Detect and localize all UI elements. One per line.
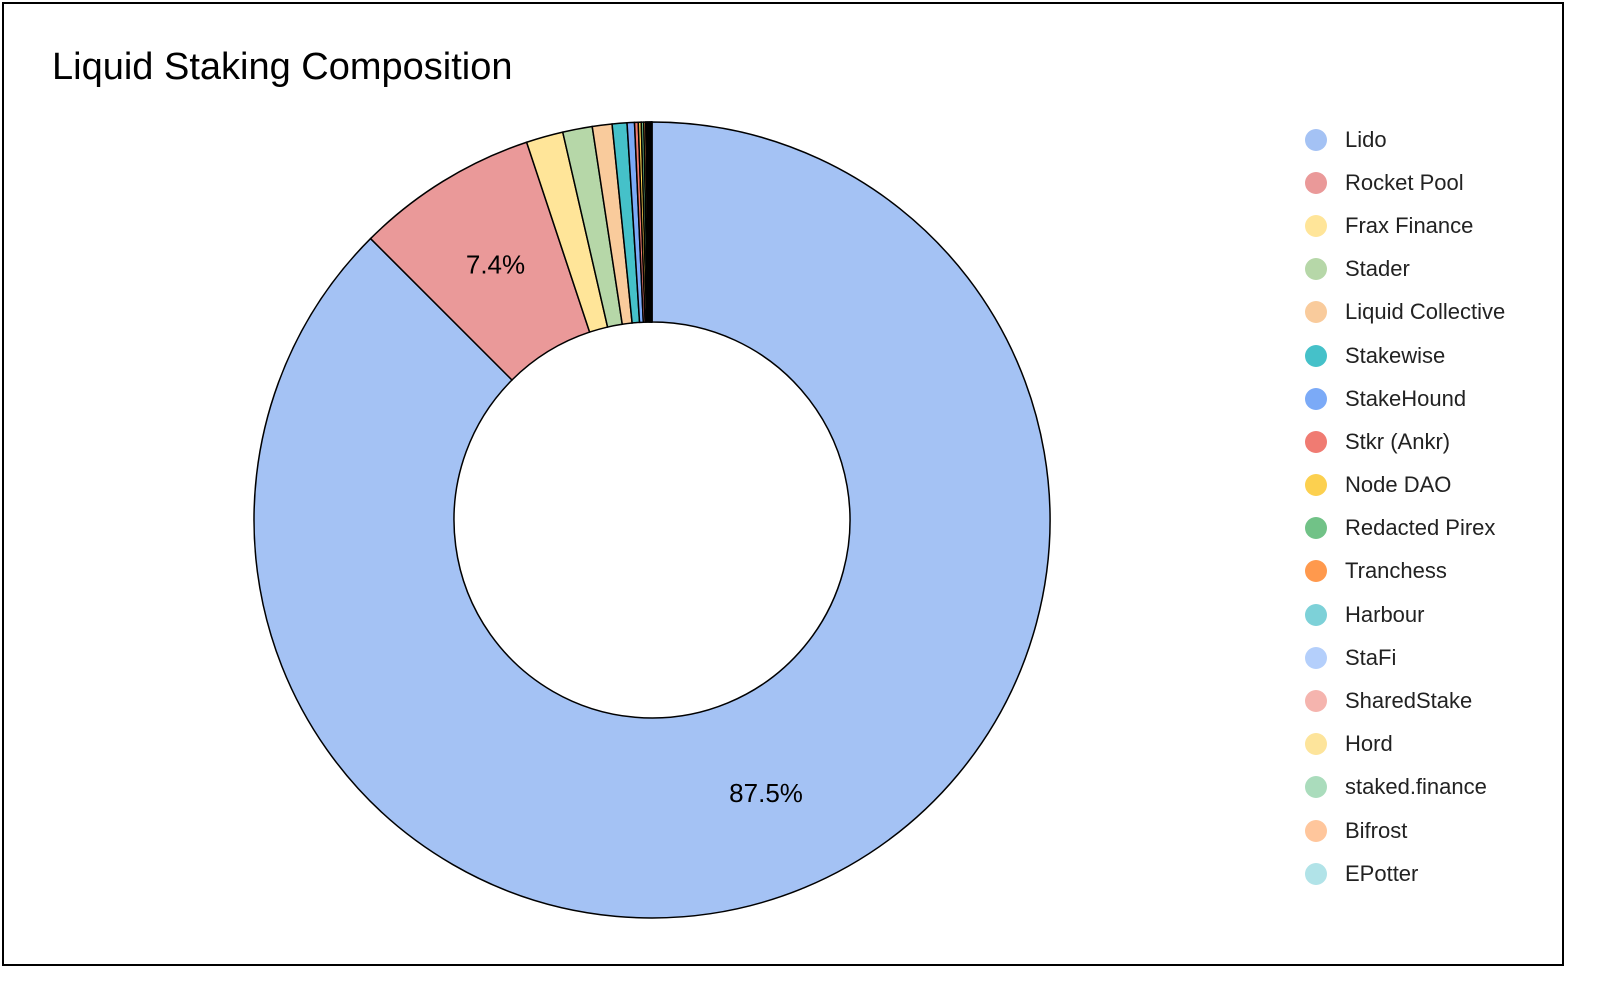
legend-label: Hord	[1345, 731, 1393, 757]
legend-swatch	[1305, 301, 1327, 324]
legend-item[interactable]: Hord	[1305, 723, 1505, 766]
legend-item[interactable]: Stader	[1305, 248, 1505, 291]
legend-label: Harbour	[1345, 601, 1425, 627]
legend-swatch	[1305, 517, 1327, 540]
legend-label: Frax Finance	[1345, 212, 1474, 238]
legend-label: Lido	[1345, 126, 1387, 152]
legend-label: StaFi	[1345, 644, 1397, 670]
legend-item[interactable]: StaFi	[1305, 636, 1505, 679]
legend-label: StakeHound	[1345, 385, 1467, 411]
legend-item[interactable]: Rocket Pool	[1305, 161, 1505, 204]
legend-label: EPotter	[1345, 860, 1419, 886]
legend-item[interactable]: StakeHound	[1305, 377, 1505, 420]
legend-label: Tranchess	[1345, 558, 1447, 584]
legend-swatch	[1305, 690, 1327, 713]
legend-swatch	[1305, 560, 1327, 583]
legend-item[interactable]: Harbour	[1305, 593, 1505, 636]
legend-item[interactable]: Stkr (Ankr)	[1305, 420, 1505, 463]
data-label-rocket-pool: 7.4%	[466, 249, 525, 279]
legend-swatch	[1305, 733, 1327, 756]
data-label-lido: 87.5%	[729, 778, 803, 808]
legend-label: Rocket Pool	[1345, 169, 1464, 195]
legend-swatch	[1305, 171, 1327, 194]
legend-swatch	[1305, 776, 1327, 799]
legend-item[interactable]: Node DAO	[1305, 464, 1505, 507]
legend-swatch	[1305, 603, 1327, 626]
legend-item[interactable]: staked.finance	[1305, 766, 1505, 809]
legend-label: staked.finance	[1345, 774, 1487, 800]
chart-legend: Lido Rocket Pool Frax Finance Stader Liquid …	[1305, 118, 1505, 895]
legend-swatch	[1305, 128, 1327, 151]
legend-item[interactable]: SharedStake	[1305, 679, 1505, 722]
legend-swatch	[1305, 344, 1327, 367]
legend-swatch	[1305, 646, 1327, 669]
legend-item[interactable]: Redacted Pirex	[1305, 507, 1505, 550]
legend-item[interactable]: EPotter	[1305, 852, 1505, 895]
legend-swatch	[1305, 387, 1327, 410]
legend-item[interactable]: Frax Finance	[1305, 204, 1505, 247]
legend-item[interactable]: Tranchess	[1305, 550, 1505, 593]
legend-swatch	[1305, 862, 1327, 885]
legend-item[interactable]: Stakewise	[1305, 334, 1505, 377]
legend-label: Stader	[1345, 256, 1410, 282]
legend-swatch	[1305, 214, 1327, 237]
legend-label: Bifrost	[1345, 817, 1408, 843]
legend-label: Node DAO	[1345, 472, 1452, 498]
chart-title: Liquid Staking Composition	[52, 46, 513, 88]
legend-swatch	[1305, 430, 1327, 453]
legend-item[interactable]: Liquid Collective	[1305, 291, 1505, 334]
legend-label: SharedStake	[1345, 688, 1473, 714]
legend-label: Liquid Collective	[1345, 299, 1506, 325]
slice-lido	[253, 121, 1051, 919]
legend-label: Stakewise	[1345, 342, 1446, 368]
legend-item[interactable]: Lido	[1305, 118, 1505, 161]
legend-swatch	[1305, 474, 1327, 497]
legend-label: Stkr (Ankr)	[1345, 428, 1451, 454]
legend-item[interactable]: Bifrost	[1305, 809, 1505, 852]
legend-label: Redacted Pirex	[1345, 515, 1496, 541]
legend-swatch	[1305, 819, 1327, 842]
legend-swatch	[1305, 258, 1327, 281]
